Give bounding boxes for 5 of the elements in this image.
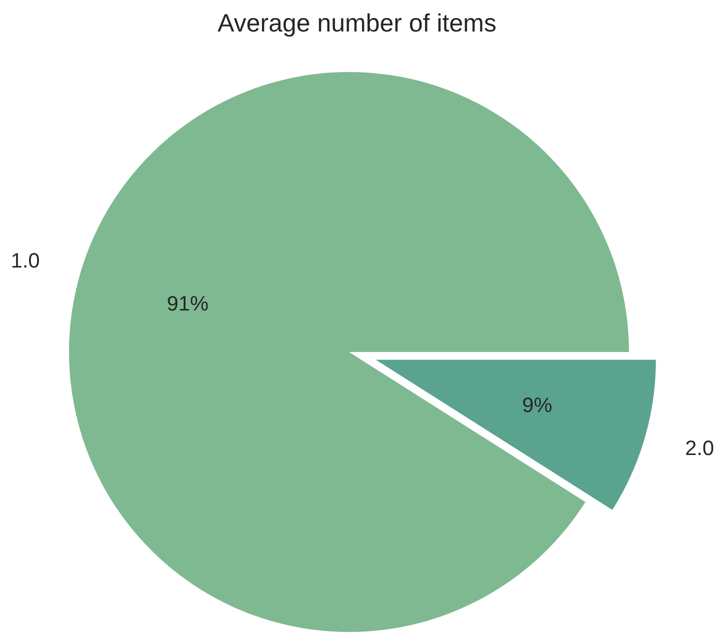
chart-title: Average number of items bbox=[218, 13, 496, 37]
data-label: 91% bbox=[168, 296, 208, 311]
slice-label: 2.0 bbox=[686, 440, 714, 456]
slice-label: 1.0 bbox=[12, 253, 39, 268]
data-label: 9% bbox=[523, 398, 552, 412]
